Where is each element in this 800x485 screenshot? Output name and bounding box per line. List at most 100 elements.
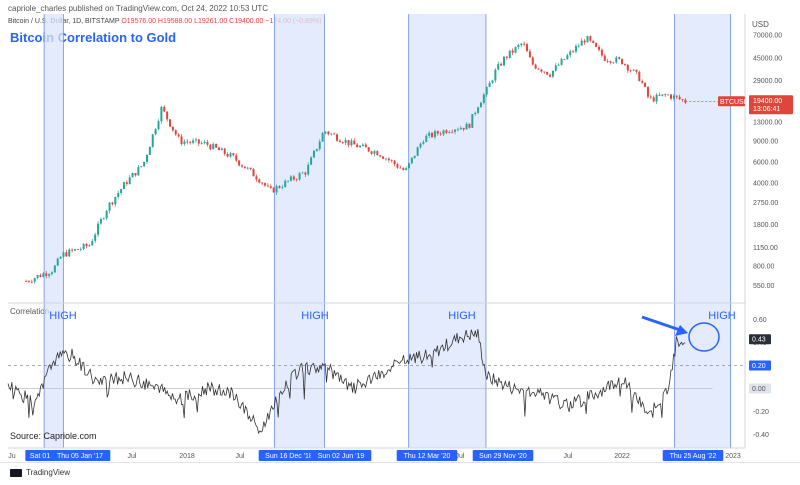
candle-body xyxy=(477,107,480,113)
candle-body xyxy=(189,142,192,143)
candle-body xyxy=(655,94,658,102)
price-tick-label: 45000.00 xyxy=(753,55,782,62)
candle-body xyxy=(382,156,385,159)
candle-body xyxy=(255,176,258,180)
candle-body xyxy=(598,46,601,50)
candle-body xyxy=(166,111,169,120)
candle-body xyxy=(321,133,324,142)
candle-body xyxy=(120,189,123,194)
high-band-3 xyxy=(408,14,486,448)
time-badge xyxy=(25,450,55,461)
candle-body xyxy=(318,141,321,149)
candle-body xyxy=(543,71,546,73)
candle-body xyxy=(258,179,261,183)
candle-body xyxy=(675,95,678,97)
candle-body xyxy=(220,148,223,151)
candle-body xyxy=(292,176,295,180)
time-label: Jul xyxy=(456,453,465,460)
zero-badge xyxy=(749,383,771,394)
candle-body xyxy=(177,134,180,137)
candle-body xyxy=(163,106,166,112)
candle-body xyxy=(261,182,264,184)
time-label: Thu 12 Mar '20 xyxy=(404,453,451,460)
candle-body xyxy=(531,57,534,65)
candle-body xyxy=(59,256,62,259)
candle-body xyxy=(145,154,148,162)
tradingview-logo[interactable]: TradingView xyxy=(10,468,70,477)
candle-body xyxy=(128,177,131,185)
candle-body xyxy=(114,196,117,205)
candle-body xyxy=(681,99,684,100)
candle-body xyxy=(618,57,621,59)
candle-body xyxy=(105,210,108,219)
time-label: 2018 xyxy=(179,453,195,460)
candle-body xyxy=(359,145,362,148)
candle-body xyxy=(131,172,134,178)
candle-body xyxy=(514,47,517,53)
candle-body xyxy=(471,114,474,128)
candle-body xyxy=(298,173,301,180)
price-tick-label: 70000.00 xyxy=(753,32,782,39)
correlation-label: Correlation xyxy=(10,307,50,316)
candle-body xyxy=(174,130,177,135)
candle-body xyxy=(451,131,454,133)
candle-body xyxy=(97,223,100,235)
candle-body xyxy=(664,94,667,96)
candle-body xyxy=(137,166,140,176)
candle-body xyxy=(635,69,638,72)
candle-body xyxy=(315,148,318,151)
candle-body xyxy=(511,50,514,53)
candle-body xyxy=(413,155,416,158)
countdown-value: 13:06:41 xyxy=(753,106,780,113)
candle-body xyxy=(50,272,53,275)
candle-body xyxy=(652,97,655,102)
candle-body xyxy=(410,157,413,164)
candle-body xyxy=(508,50,511,58)
high-label: HIGH xyxy=(301,310,329,322)
candle-body xyxy=(459,127,462,130)
candle-body xyxy=(333,133,336,135)
price-tick-label: 9000.00 xyxy=(753,139,778,146)
candle-body xyxy=(102,218,105,220)
candle-body xyxy=(140,166,143,167)
candle-body xyxy=(482,94,485,103)
candle-body xyxy=(468,123,471,128)
candle-body xyxy=(157,121,160,130)
candle-body xyxy=(82,244,85,249)
candle-body xyxy=(436,131,439,134)
candle-body xyxy=(85,244,88,247)
candle-body xyxy=(347,140,350,146)
price-candles xyxy=(25,35,687,284)
candle-body xyxy=(76,249,79,250)
candle-body xyxy=(534,64,537,69)
candle-body xyxy=(609,61,612,63)
candle-body xyxy=(48,274,51,276)
time-label: Thu 05 Jan '17 xyxy=(57,453,103,460)
time-label: Thu 25 Aug '22 xyxy=(670,453,717,460)
candle-body xyxy=(312,150,315,158)
time-label: Sun 02 Jun '19 xyxy=(318,453,365,460)
candle-body xyxy=(212,143,215,150)
candle-body xyxy=(505,56,508,58)
candle-body xyxy=(549,74,552,77)
correlation-tick-label: -0.20 xyxy=(753,409,769,416)
candle-body xyxy=(422,141,425,144)
annotation-arrowhead xyxy=(675,325,688,336)
candle-body xyxy=(65,252,68,257)
candle-body xyxy=(669,94,672,99)
candle-body xyxy=(623,64,626,65)
candle-body xyxy=(215,143,218,148)
zero-value: 0.00 xyxy=(752,386,766,393)
candle-body xyxy=(554,65,557,71)
candle-body xyxy=(649,96,652,98)
candle-body xyxy=(301,172,304,174)
candle-body xyxy=(399,167,402,169)
candle-body xyxy=(171,126,174,131)
candle-body xyxy=(42,273,45,277)
candle-body xyxy=(600,49,603,56)
candle-body xyxy=(229,153,232,157)
candle-body xyxy=(373,151,376,154)
price-tick-label: 29000.00 xyxy=(753,78,782,85)
candle-body xyxy=(405,168,408,170)
